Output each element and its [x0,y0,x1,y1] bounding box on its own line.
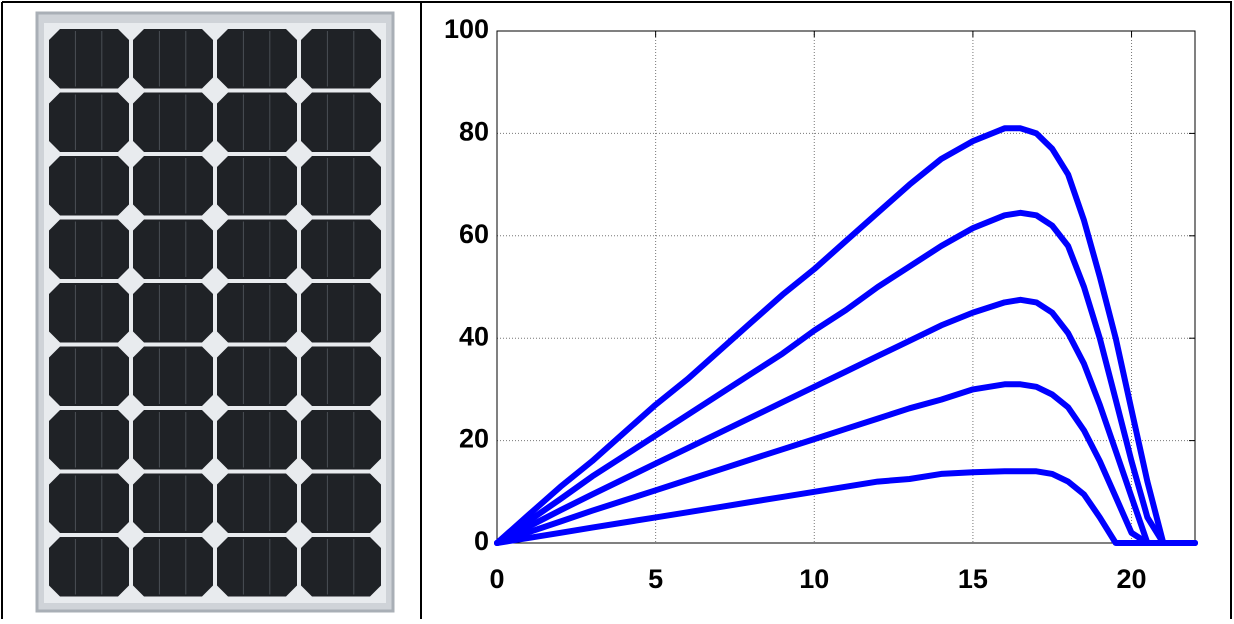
x-tick-label: 5 [648,564,663,594]
solar-cell [49,347,129,407]
solar-cell [217,220,297,280]
solar-cell [133,220,213,280]
y-tick-label: 80 [459,117,489,147]
solar-cell [301,474,381,534]
solar-cell [133,283,213,343]
solar-cell [217,93,297,153]
solar-cell [217,156,297,216]
page: 0 20 40 60 80 100 0 5 10 15 20 [0,0,1234,619]
solar-cell [217,29,297,89]
solar-cell [301,347,381,407]
solar-cell [217,537,297,597]
solar-cell [301,283,381,343]
x-tick-label: 20 [1117,564,1147,594]
x-tick-label: 0 [489,564,504,594]
solar-cell [49,93,129,153]
y-tick-label: 100 [444,14,489,44]
solar-cell [49,537,129,597]
solar-cell [49,283,129,343]
solar-cell [301,29,381,89]
solar-cell [49,156,129,216]
solar-cell [217,283,297,343]
x-tick-label: 15 [958,564,988,594]
plot: 0 20 40 60 80 100 0 5 10 15 20 [444,14,1195,594]
solar-cell [133,156,213,216]
solar-cell [301,156,381,216]
solar-cell [49,474,129,534]
solar-cell [301,410,381,470]
solar-cell [133,347,213,407]
y-tick-label: 0 [474,526,489,556]
y-tick-label: 40 [459,321,489,351]
solar-cell [133,29,213,89]
y-tick-label: 60 [459,219,489,249]
solar-cell [133,474,213,534]
solar-cell [301,220,381,280]
y-tick-label: 20 [459,424,489,454]
solar-cell [49,410,129,470]
solar-panel-photo [37,13,393,611]
solar-cell [217,410,297,470]
solar-cell [133,537,213,597]
solar-cell [133,93,213,153]
solar-cell [49,220,129,280]
x-tick-label: 10 [799,564,829,594]
plot-area [497,31,1195,543]
solar-cell [217,347,297,407]
solar-cell [301,537,381,597]
solar-cell [49,29,129,89]
solar-cell [217,474,297,534]
solar-cell [301,93,381,153]
solar-cell [133,410,213,470]
